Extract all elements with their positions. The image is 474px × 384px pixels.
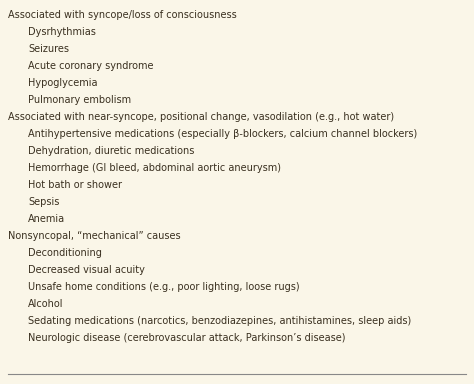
Text: Hypoglycemia: Hypoglycemia (28, 78, 98, 88)
Text: Decreased visual acuity: Decreased visual acuity (28, 265, 145, 275)
Text: Antihypertensive medications (especially β-blockers, calcium channel blockers): Antihypertensive medications (especially… (28, 129, 417, 139)
Text: Sedating medications (narcotics, benzodiazepines, antihistamines, sleep aids): Sedating medications (narcotics, benzodi… (28, 316, 411, 326)
Text: Hot bath or shower: Hot bath or shower (28, 180, 122, 190)
Text: Unsafe home conditions (e.g., poor lighting, loose rugs): Unsafe home conditions (e.g., poor light… (28, 282, 300, 292)
Text: Anemia: Anemia (28, 214, 65, 224)
Text: Alcohol: Alcohol (28, 299, 64, 309)
Text: Pulmonary embolism: Pulmonary embolism (28, 95, 131, 105)
Text: Nonsyncopal, “mechanical” causes: Nonsyncopal, “mechanical” causes (8, 231, 181, 241)
Text: Associated with syncope/loss of consciousness: Associated with syncope/loss of consciou… (8, 10, 237, 20)
Text: Dysrhythmias: Dysrhythmias (28, 27, 96, 37)
Text: Neurologic disease (cerebrovascular attack, Parkinson’s disease): Neurologic disease (cerebrovascular atta… (28, 333, 346, 343)
Text: Associated with near-syncope, positional change, vasodilation (e.g., hot water): Associated with near-syncope, positional… (8, 112, 394, 122)
Text: Sepsis: Sepsis (28, 197, 59, 207)
Text: Deconditioning: Deconditioning (28, 248, 102, 258)
Text: Acute coronary syndrome: Acute coronary syndrome (28, 61, 154, 71)
Text: Hemorrhage (GI bleed, abdominal aortic aneurysm): Hemorrhage (GI bleed, abdominal aortic a… (28, 163, 281, 173)
Text: Seizures: Seizures (28, 44, 69, 54)
Text: Dehydration, diuretic medications: Dehydration, diuretic medications (28, 146, 194, 156)
